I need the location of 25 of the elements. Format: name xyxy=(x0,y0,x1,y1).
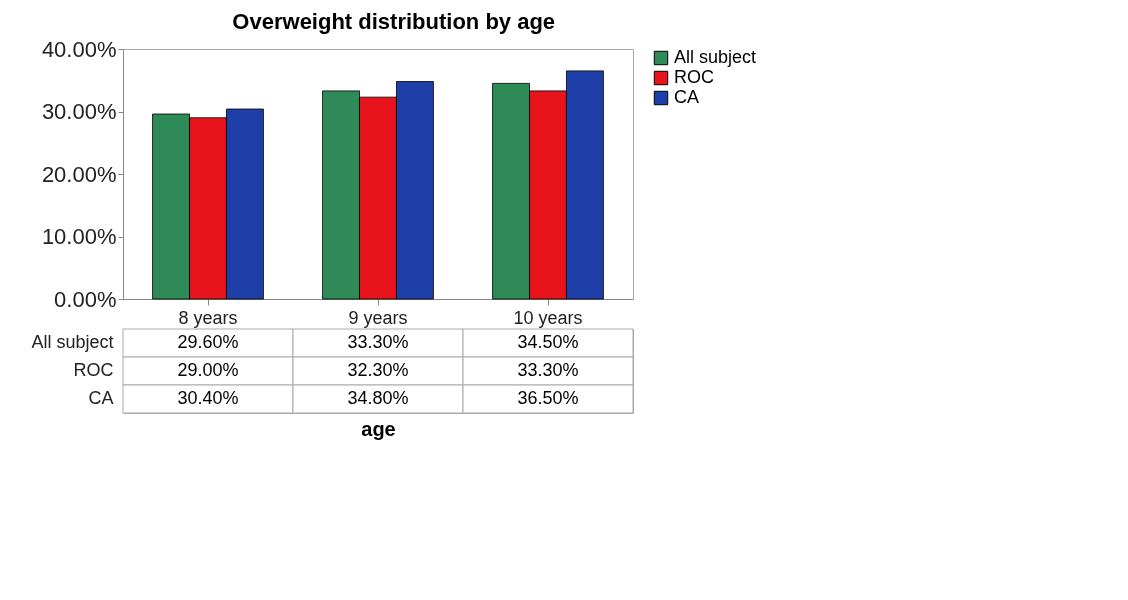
legend-label: All subject xyxy=(674,47,757,67)
y-tick-label: 20.00% xyxy=(41,161,117,187)
legend-label: ROC xyxy=(674,67,714,87)
x-tick-label: 9 years xyxy=(348,307,408,328)
data-label: 33.30% xyxy=(347,332,409,352)
data-label: 32.30% xyxy=(347,360,409,380)
x-tick-label: 8 years xyxy=(178,307,238,328)
data-label: 36.50% xyxy=(517,388,579,408)
legend-label: CA xyxy=(674,87,700,107)
data-label: 34.50% xyxy=(517,332,579,352)
data-label: 33.30% xyxy=(517,360,579,380)
x-axis-title: age xyxy=(361,417,396,440)
y-tick-label: 0.00% xyxy=(54,286,117,312)
data-label: 29.00% xyxy=(177,360,239,380)
data-label: 30.40% xyxy=(177,388,239,408)
y-tick-label: 10.00% xyxy=(41,224,117,249)
data-label: 34.80% xyxy=(347,388,409,408)
text: All subject xyxy=(31,332,114,352)
y-tick-label: 30.00% xyxy=(41,99,117,124)
y-tick-label: 40.00% xyxy=(41,36,117,62)
text: CA xyxy=(88,388,114,408)
x-tick-label: 10 years xyxy=(513,307,583,328)
data-label: 29.60% xyxy=(177,332,239,352)
text: ROC xyxy=(73,360,114,380)
chart-title: Overweight distribution by age xyxy=(232,8,556,34)
